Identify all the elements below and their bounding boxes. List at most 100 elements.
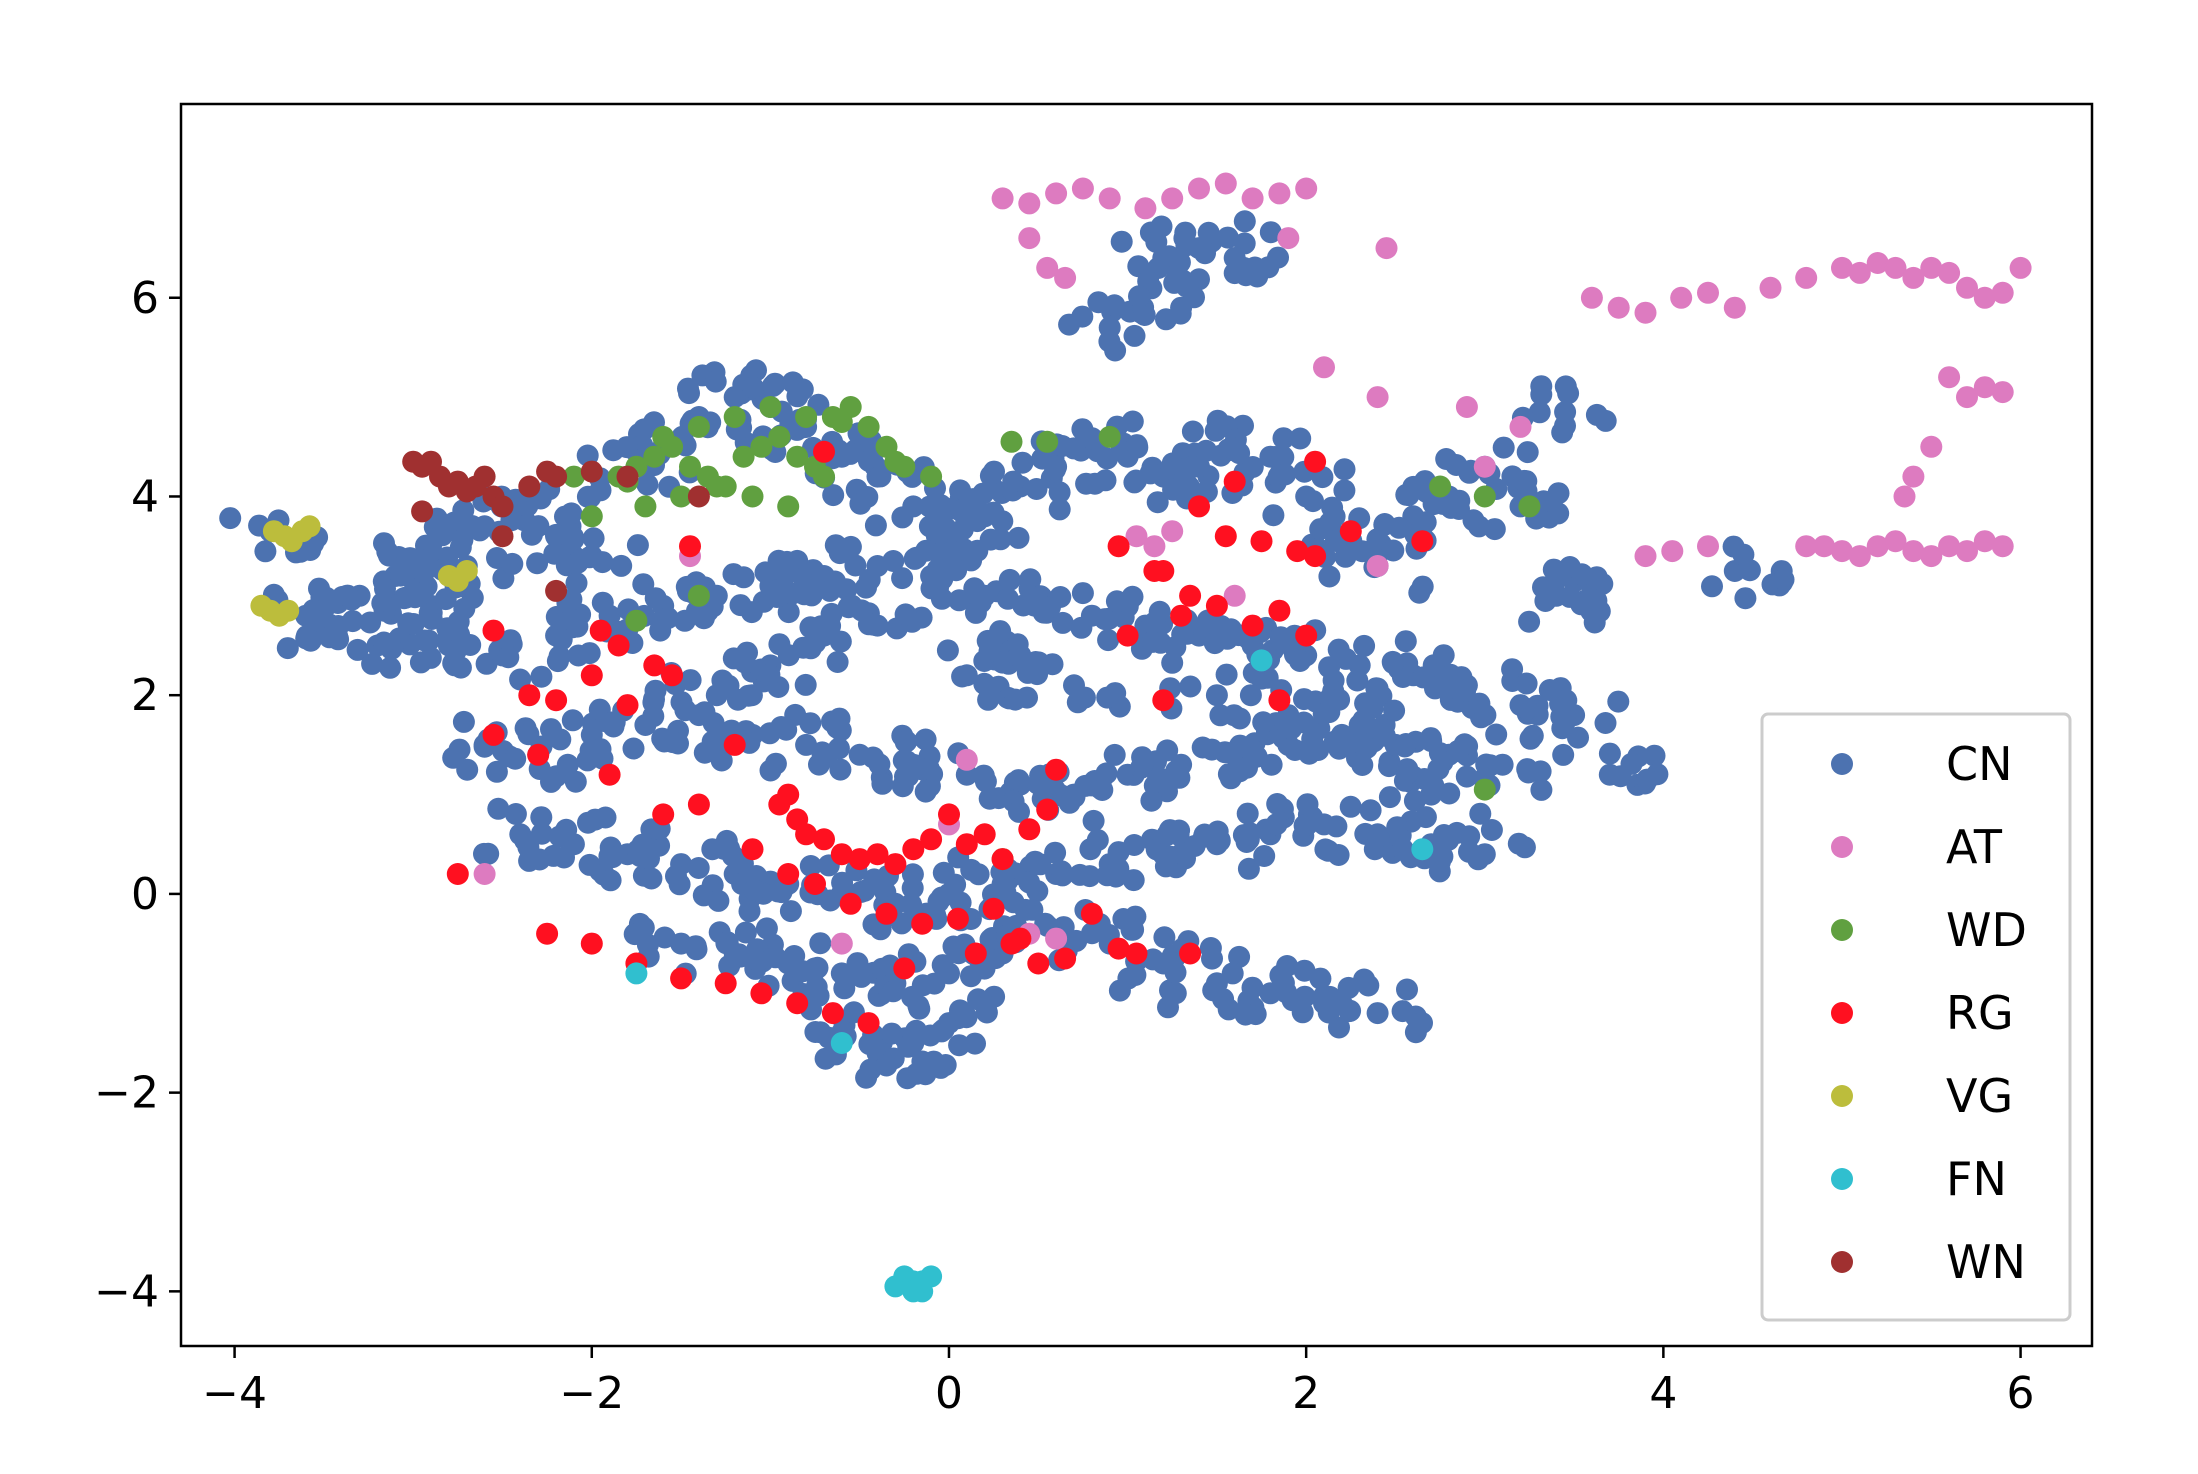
point-wd <box>723 406 746 428</box>
point-cn <box>1223 247 1246 269</box>
legend-label-cn: CN <box>1946 737 2013 791</box>
point-cn <box>1357 974 1380 997</box>
point-rg <box>580 664 603 687</box>
point-cn <box>991 510 1014 533</box>
point-cn <box>1237 857 1260 880</box>
point-cn <box>1518 610 1541 633</box>
point-cn <box>901 863 924 886</box>
point-at <box>1045 182 1068 205</box>
point-rg <box>1304 450 1327 473</box>
point-cn <box>819 889 842 912</box>
point-at <box>1580 286 1603 309</box>
point-cn <box>1024 850 1047 873</box>
point-cn <box>931 567 954 590</box>
point-rg <box>598 763 621 786</box>
point-cn <box>1474 704 1497 727</box>
point-rg <box>946 907 969 930</box>
point-wn <box>580 460 603 483</box>
point-cn <box>1307 739 1330 761</box>
point-wd <box>1000 430 1023 453</box>
point-cn <box>844 554 867 577</box>
point-cn <box>1515 672 1538 695</box>
point-rg <box>1170 604 1193 627</box>
point-wd <box>732 445 755 468</box>
point-at <box>1455 396 1478 418</box>
point-cn <box>1071 305 1094 328</box>
point-at <box>1831 540 1853 563</box>
point-cn <box>1175 234 1198 257</box>
point-at <box>1143 535 1166 558</box>
point-cn <box>1272 972 1295 994</box>
point-at <box>1277 227 1300 250</box>
legend-label-rg: RG <box>1946 986 2014 1040</box>
point-wd <box>562 465 585 488</box>
point-cn <box>1382 539 1405 562</box>
point-cn <box>794 673 817 696</box>
point-at <box>1902 540 1925 563</box>
point-cn <box>829 719 852 742</box>
point-cn <box>1594 409 1617 432</box>
point-cn <box>781 582 804 605</box>
point-at <box>1054 266 1077 289</box>
point-at <box>1634 301 1657 324</box>
point-cn <box>779 900 802 923</box>
point-rg <box>911 912 934 935</box>
point-at <box>1313 356 1335 379</box>
point-cn <box>777 601 800 624</box>
point-rg <box>1054 947 1077 970</box>
point-cn <box>1168 819 1191 842</box>
point-rg <box>723 733 746 756</box>
point-cn <box>911 1050 934 1073</box>
point-at <box>2009 256 2032 279</box>
point-rg <box>482 619 505 642</box>
point-cn <box>791 378 814 401</box>
point-cn <box>799 712 822 735</box>
point-cn <box>894 603 917 626</box>
point-at <box>1866 252 1889 274</box>
point-cn <box>653 926 676 949</box>
point-fn <box>1250 649 1273 672</box>
point-wd <box>786 445 809 468</box>
x-tick-label: −2 <box>559 1368 624 1419</box>
point-at <box>1697 535 1719 558</box>
point-cn <box>1229 734 1251 757</box>
point-cn <box>640 867 663 890</box>
point-cn <box>1027 772 1049 795</box>
point-at <box>1759 276 1782 299</box>
point-at <box>1920 256 1943 279</box>
point-cn <box>892 749 915 772</box>
point-cn <box>589 479 612 502</box>
point-wd <box>634 495 657 518</box>
point-cn <box>839 535 862 558</box>
point-cn <box>1074 774 1097 797</box>
legend-marker-fn <box>1831 1168 1853 1190</box>
series-fn <box>625 649 1434 1303</box>
point-wd <box>687 415 710 438</box>
x-tick-label: −4 <box>202 1368 267 1419</box>
point-rg <box>1107 535 1130 558</box>
point-wd <box>705 475 728 498</box>
point-cn <box>555 818 578 841</box>
point-cn <box>1082 809 1105 832</box>
point-cn <box>1112 908 1135 930</box>
point-cn <box>740 684 763 707</box>
point-rg <box>1241 614 1264 637</box>
point-rg <box>893 957 916 980</box>
point-cn <box>549 728 572 751</box>
point-cn <box>615 436 638 459</box>
point-cn <box>1468 515 1490 538</box>
point-wd <box>750 435 773 458</box>
point-cn <box>940 541 963 563</box>
point-cn <box>1446 677 1469 700</box>
point-cn <box>1161 651 1184 674</box>
point-cn <box>1492 436 1515 459</box>
point-rg <box>813 828 835 851</box>
point-cn <box>929 494 952 517</box>
point-rg <box>482 723 505 746</box>
point-rg <box>1027 952 1050 975</box>
point-cn <box>219 507 242 530</box>
point-cn <box>636 933 659 956</box>
point-wd <box>857 415 880 438</box>
x-axis: −4 −2 0 2 4 6 <box>202 1346 2035 1419</box>
point-cn <box>1480 819 1503 841</box>
